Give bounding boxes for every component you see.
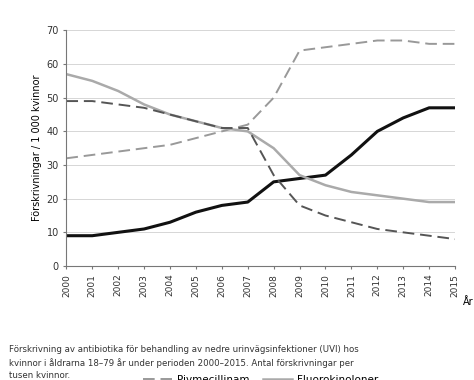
Text: År: År [464, 296, 474, 307]
Y-axis label: Förskrivningar / 1 000 kvinnor: Förskrivningar / 1 000 kvinnor [32, 75, 42, 222]
Text: Förskrivning av antibiotika för behandling av nedre urinvägsinfektioner (UVI) ho: Förskrivning av antibiotika för behandli… [9, 345, 359, 380]
Legend: Pivmecillinam, Nitrofurantoin, Fluorokinoloner, Trimetoprim: Pivmecillinam, Nitrofurantoin, Fluorokin… [143, 375, 379, 380]
